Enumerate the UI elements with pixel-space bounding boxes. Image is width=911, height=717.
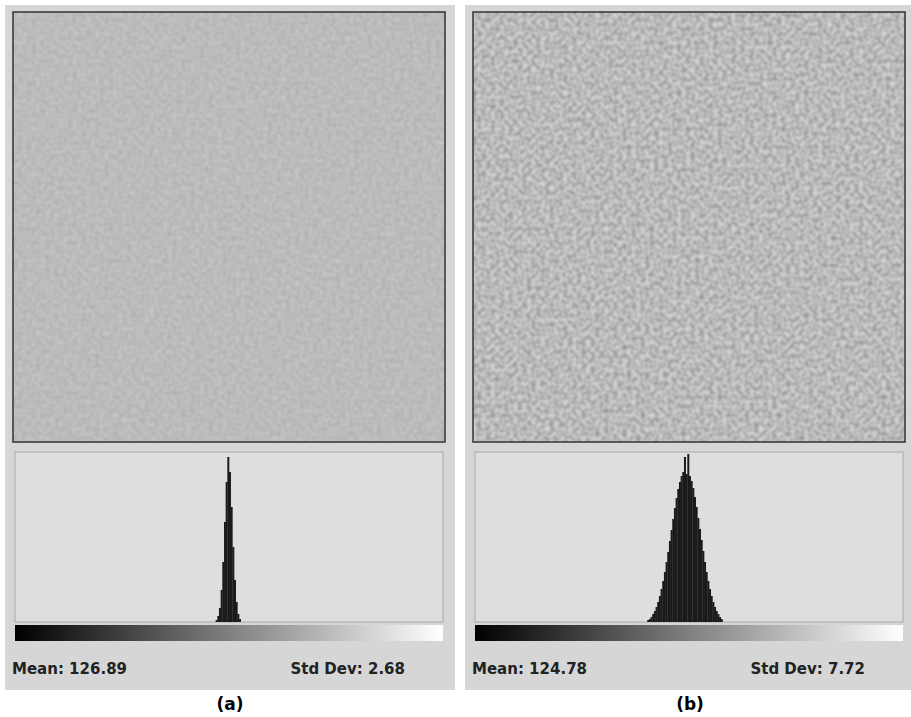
bars xyxy=(216,457,241,622)
stat-label: Mean: 124.78 xyxy=(472,660,587,678)
panel: Mean: 124.78 Std Dev: 7.72 (b) xyxy=(465,5,911,714)
image-border xyxy=(473,12,905,442)
noise-image xyxy=(473,12,905,442)
panel-background xyxy=(465,5,911,690)
stat-label: Std Dev: 7.72 xyxy=(750,660,865,678)
image-border xyxy=(13,12,445,442)
gray-ramp-bar xyxy=(475,625,903,641)
histogram-frame xyxy=(475,452,903,622)
panel: Mean: 126.89 Std Dev: 2.68 (a) xyxy=(5,5,455,714)
histogram-bar xyxy=(721,619,723,622)
noise-image xyxy=(13,12,445,442)
stat-label: Mean: 126.89 xyxy=(12,660,127,678)
gray-ramp-bar xyxy=(15,625,443,641)
panel-label: (a) xyxy=(216,694,243,714)
bars xyxy=(647,454,723,622)
histogram-bar xyxy=(239,619,241,622)
histogram-frame xyxy=(15,452,443,622)
figure: Mean: 126.89 Std Dev: 2.68 (a) Mean: 124.78… xyxy=(0,0,911,717)
panel-label: (b) xyxy=(676,694,704,714)
panel-background xyxy=(5,5,455,690)
stat-label: Std Dev: 2.68 xyxy=(290,660,405,678)
